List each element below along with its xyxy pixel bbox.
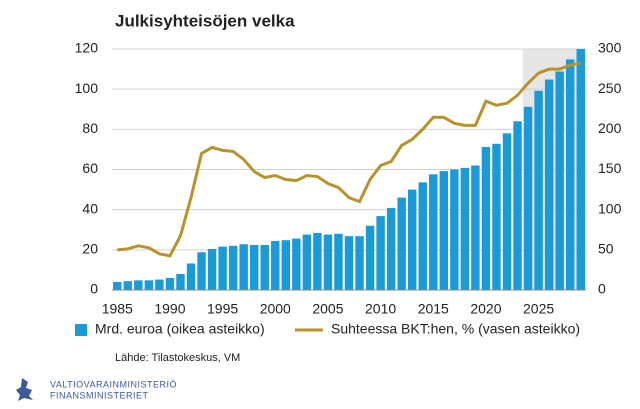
x-tick-label: 2010 xyxy=(365,301,396,317)
source: Lähde: Tilastokeskus, VM xyxy=(115,352,240,364)
bar xyxy=(365,225,375,290)
bar xyxy=(555,71,564,290)
bar xyxy=(218,246,227,290)
y2-tick-label: 100 xyxy=(598,200,622,216)
x-tick-label: 2015 xyxy=(418,301,449,317)
y-tick-label: 0 xyxy=(90,281,98,297)
bar xyxy=(386,208,396,290)
bar xyxy=(334,233,343,290)
bar xyxy=(523,106,533,290)
x-tick-label: 2005 xyxy=(312,301,343,317)
bar xyxy=(439,171,449,290)
bar xyxy=(239,244,248,290)
bar xyxy=(534,90,543,290)
bar xyxy=(144,280,154,290)
x-tick-label: 2000 xyxy=(260,301,291,317)
y2-tick-label: 250 xyxy=(598,80,622,96)
bar xyxy=(376,216,385,290)
bar xyxy=(197,252,206,290)
bar xyxy=(228,245,238,290)
legend-swatch xyxy=(75,324,87,336)
y2-tick-label: 300 xyxy=(598,40,622,56)
line xyxy=(117,61,582,258)
bar xyxy=(418,182,427,290)
bar xyxy=(407,189,417,290)
y-tick-label: 80 xyxy=(82,120,98,136)
bar xyxy=(176,273,185,290)
y-tick-label: 120 xyxy=(75,40,99,56)
bar xyxy=(292,238,301,290)
y-tick-label: 100 xyxy=(75,80,99,96)
bar xyxy=(513,121,522,290)
y-tick-label: 40 xyxy=(82,200,98,216)
y2-tick-label: 150 xyxy=(598,160,622,176)
bar xyxy=(355,236,364,290)
x-tick-label: 2025 xyxy=(523,301,554,317)
bar xyxy=(397,197,406,290)
logo-text: FINANSMINISTERIET xyxy=(50,390,149,400)
bar xyxy=(281,240,291,290)
bar xyxy=(576,49,585,290)
bar xyxy=(207,249,217,290)
bar xyxy=(134,280,143,290)
y2-tick-label: 200 xyxy=(598,120,622,136)
x-tick-label: 1995 xyxy=(207,301,238,317)
y2-tick-label: 0 xyxy=(598,281,606,297)
bar xyxy=(323,234,333,290)
bar xyxy=(429,174,438,290)
bar xyxy=(344,236,354,290)
bar xyxy=(460,167,470,290)
bar xyxy=(165,277,175,290)
bar xyxy=(471,165,480,290)
y-tick-label: 60 xyxy=(82,160,98,176)
bar xyxy=(260,245,269,290)
bar xyxy=(302,234,312,290)
legend-label: Suhteessa BKT:hen, % (vasen asteikko) xyxy=(331,321,580,337)
logo: VALTIOVARAINMINISTERIÖ FINANSMINISTERIET xyxy=(16,378,177,401)
bar xyxy=(186,263,196,290)
y-tick-label: 20 xyxy=(82,241,98,257)
x-tick-label: 1985 xyxy=(102,301,133,317)
bar xyxy=(544,79,554,290)
y2-tick-label: 50 xyxy=(598,241,614,257)
chart-title: Julkisyhteisöjen velka xyxy=(115,11,295,30)
bar xyxy=(565,59,575,291)
bar xyxy=(313,232,322,290)
bar xyxy=(271,240,280,290)
bar xyxy=(450,169,459,290)
bar xyxy=(249,245,259,290)
bar xyxy=(502,133,512,290)
bar xyxy=(113,281,122,290)
bar xyxy=(481,147,491,290)
x-tick-label: 2020 xyxy=(470,301,501,317)
legend-label: Mrd. euroa (oikea asteikko) xyxy=(95,321,265,337)
bar xyxy=(492,143,501,290)
bar xyxy=(123,281,133,290)
bar xyxy=(155,279,164,290)
logo-text: VALTIOVARAINMINISTERIÖ xyxy=(50,379,177,389)
x-tick-label: 1990 xyxy=(154,301,185,317)
logo-mark xyxy=(16,378,33,401)
